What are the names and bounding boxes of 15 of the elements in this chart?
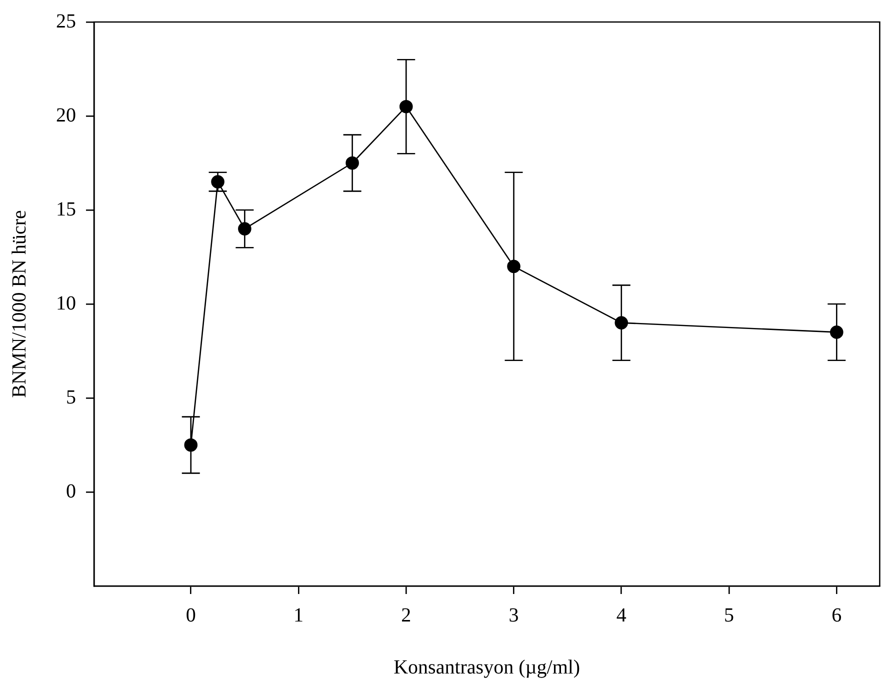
- y-axis-title: BNMN/1000 BN hücre: [8, 210, 30, 398]
- x-tick-label: 6: [832, 604, 842, 626]
- x-tick-label: 1: [293, 604, 304, 626]
- x-axis-title: Konsantrasyon (µg/ml): [394, 656, 580, 678]
- x-tick-label: 2: [401, 604, 412, 626]
- x-tick-label: 0: [186, 604, 196, 626]
- y-tick-label: 10: [56, 292, 76, 314]
- y-tick-label: 20: [56, 104, 76, 126]
- y-tick-label: 5: [66, 386, 76, 408]
- x-tick-label: 3: [508, 604, 519, 626]
- x-tick-label: 5: [724, 604, 734, 626]
- y-tick-label: 0: [66, 480, 76, 502]
- y-tick-label: 25: [56, 10, 76, 32]
- y-tick-label: 15: [56, 198, 76, 220]
- x-tick-label: 4: [616, 604, 626, 626]
